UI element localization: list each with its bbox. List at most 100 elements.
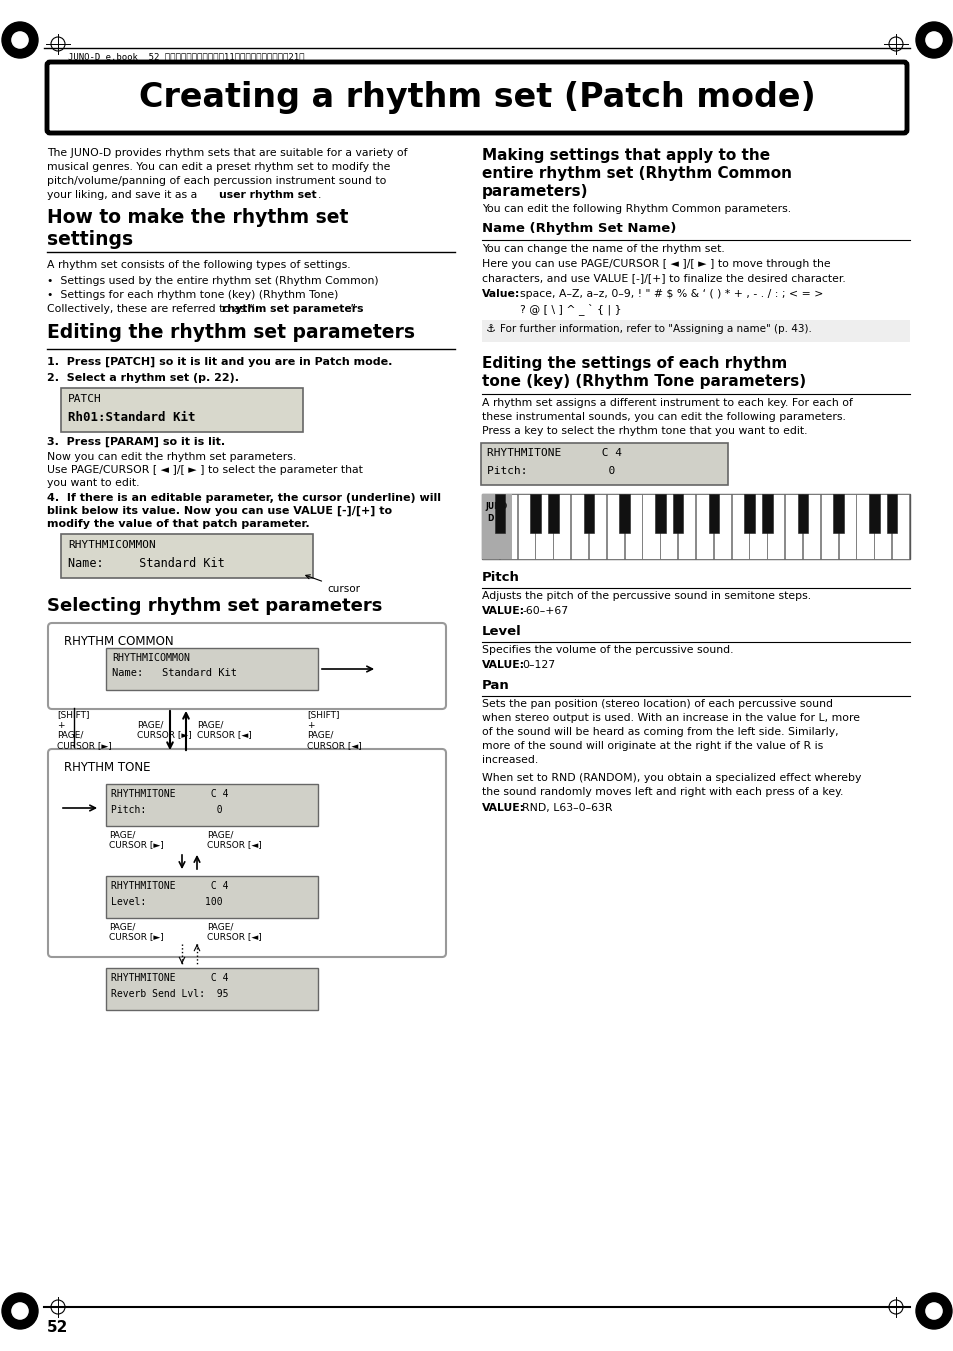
Text: RHYTHMITONE      C 4: RHYTHMITONE C 4: [486, 449, 621, 458]
Bar: [820, 494, 837, 559]
Text: [SHIFT]: [SHIFT]: [307, 711, 339, 719]
Bar: [749, 494, 765, 559]
Bar: [481, 494, 909, 559]
Text: JUNO: JUNO: [484, 503, 507, 511]
Text: RHYTHM TONE: RHYTHM TONE: [64, 761, 151, 774]
Circle shape: [915, 22, 951, 58]
Bar: [481, 494, 498, 559]
Text: A rhythm set consists of the following types of settings.: A rhythm set consists of the following t…: [47, 259, 351, 270]
Text: PAGE/: PAGE/: [109, 830, 135, 839]
Text: 1.  Press [PATCH] so it is lit and you are in Patch mode.: 1. Press [PATCH] so it is lit and you ar…: [47, 357, 392, 367]
Text: Here you can use PAGE/CURSOR [ ◄ ]/[ ► ] to move through the: Here you can use PAGE/CURSOR [ ◄ ]/[ ► ]…: [481, 259, 830, 269]
Text: VALUE:: VALUE:: [481, 661, 524, 670]
Text: Name:     Standard Kit: Name: Standard Kit: [68, 557, 225, 570]
Text: PAGE/: PAGE/: [196, 720, 223, 730]
Bar: [784, 494, 801, 559]
Text: CURSOR [►]: CURSOR [►]: [109, 840, 164, 848]
Circle shape: [925, 32, 942, 49]
Circle shape: [2, 1293, 38, 1329]
Bar: [868, 494, 879, 534]
Circle shape: [11, 32, 28, 49]
Text: Sets the pan position (stereo location) of each percussive sound: Sets the pan position (stereo location) …: [481, 698, 832, 709]
Bar: [708, 494, 719, 534]
Text: cursor: cursor: [306, 574, 359, 594]
Text: Editing the settings of each rhythm: Editing the settings of each rhythm: [481, 357, 786, 372]
Circle shape: [2, 22, 38, 58]
Bar: [891, 494, 908, 559]
Bar: [530, 494, 540, 534]
Text: rhythm set parameters: rhythm set parameters: [222, 304, 363, 313]
Text: Use PAGE/CURSOR [ ◄ ]/[ ► ] to select the parameter that: Use PAGE/CURSOR [ ◄ ]/[ ► ] to select th…: [47, 465, 362, 476]
Text: entire rhythm set (Rhythm Common: entire rhythm set (Rhythm Common: [481, 166, 791, 181]
Bar: [588, 494, 605, 559]
Text: RHYTHM COMMON: RHYTHM COMMON: [64, 635, 173, 648]
Text: Level: Level: [481, 626, 521, 638]
FancyBboxPatch shape: [61, 534, 313, 578]
FancyBboxPatch shape: [48, 623, 446, 709]
Text: Now you can edit the rhythm set parameters.: Now you can edit the rhythm set paramete…: [47, 453, 296, 462]
Text: these instrumental sounds, you can edit the following parameters.: these instrumental sounds, you can edit …: [481, 412, 845, 422]
Text: musical genres. You can edit a preset rhythm set to modify the: musical genres. You can edit a preset rh…: [47, 162, 390, 172]
Text: D: D: [486, 513, 493, 523]
Bar: [672, 494, 682, 534]
Bar: [833, 494, 843, 534]
Bar: [766, 494, 783, 559]
Text: The JUNO-D provides rhythm sets that are suitable for a variety of: The JUNO-D provides rhythm sets that are…: [47, 149, 407, 158]
Bar: [873, 494, 890, 559]
Text: parameters): parameters): [481, 184, 588, 199]
Bar: [743, 494, 754, 534]
Text: more of the sound will originate at the right if the value of R is: more of the sound will originate at the …: [481, 740, 822, 751]
FancyBboxPatch shape: [480, 443, 727, 485]
Bar: [802, 494, 820, 559]
FancyBboxPatch shape: [106, 784, 317, 825]
Text: CURSOR [►]: CURSOR [►]: [137, 730, 192, 739]
FancyBboxPatch shape: [106, 969, 317, 1011]
Text: characters, and use VALUE [-]/[+] to finalize the desired character.: characters, and use VALUE [-]/[+] to fin…: [481, 273, 845, 282]
Text: PATCH: PATCH: [68, 394, 102, 404]
Text: Adjusts the pitch of the percussive sound in semitone steps.: Adjusts the pitch of the percussive soun…: [481, 590, 810, 601]
Text: you want to edit.: you want to edit.: [47, 478, 139, 488]
Text: Collectively, these are referred to as “: Collectively, these are referred to as “: [47, 304, 254, 313]
Circle shape: [925, 1302, 942, 1319]
Text: How to make the rhythm set: How to make the rhythm set: [47, 208, 348, 227]
Bar: [548, 494, 558, 534]
Circle shape: [915, 1293, 951, 1329]
Bar: [571, 494, 588, 559]
Bar: [797, 494, 807, 534]
FancyBboxPatch shape: [61, 388, 303, 432]
Text: when stereo output is used. With an increase in the value for L, more: when stereo output is used. With an incr…: [481, 713, 859, 723]
Text: CURSOR [◄]: CURSOR [◄]: [207, 840, 261, 848]
Text: Making settings that apply to the: Making settings that apply to the: [481, 149, 769, 163]
Bar: [535, 494, 552, 559]
FancyBboxPatch shape: [106, 648, 317, 690]
Text: user rhythm set: user rhythm set: [219, 190, 316, 200]
Text: You can edit the following Rhythm Common parameters.: You can edit the following Rhythm Common…: [481, 204, 790, 213]
Bar: [641, 494, 659, 559]
Text: [SHIFT]: [SHIFT]: [57, 711, 90, 719]
Text: CURSOR [◄]: CURSOR [◄]: [196, 730, 252, 739]
Bar: [624, 494, 641, 559]
Bar: [659, 494, 677, 559]
FancyBboxPatch shape: [48, 748, 446, 957]
Text: Editing the rhythm set parameters: Editing the rhythm set parameters: [47, 323, 415, 342]
Text: ⚓: ⚓: [485, 324, 496, 334]
Text: increased.: increased.: [481, 755, 537, 765]
Bar: [886, 494, 897, 534]
Text: Name:   Standard Kit: Name: Standard Kit: [112, 667, 236, 678]
Bar: [553, 494, 570, 559]
Text: CURSOR [►]: CURSOR [►]: [109, 932, 164, 942]
FancyBboxPatch shape: [47, 62, 906, 132]
Bar: [713, 494, 730, 559]
Text: VALUE:: VALUE:: [481, 802, 524, 813]
Bar: [761, 494, 772, 534]
Text: of the sound will be heard as coming from the left side. Similarly,: of the sound will be heard as coming fro…: [481, 727, 838, 738]
Text: PAGE/: PAGE/: [109, 921, 135, 931]
Bar: [696, 494, 712, 559]
Text: 3.  Press [PARAM] so it is lit.: 3. Press [PARAM] so it is lit.: [47, 436, 225, 447]
Text: Pitch:            0: Pitch: 0: [111, 805, 222, 815]
Bar: [481, 494, 512, 559]
Text: settings: settings: [47, 230, 133, 249]
Text: CURSOR [◄]: CURSOR [◄]: [207, 932, 261, 942]
Text: ? @ [ \ ] ^ _ ` { | }: ? @ [ \ ] ^ _ ` { | }: [519, 303, 620, 315]
Text: Pan: Pan: [481, 680, 509, 692]
